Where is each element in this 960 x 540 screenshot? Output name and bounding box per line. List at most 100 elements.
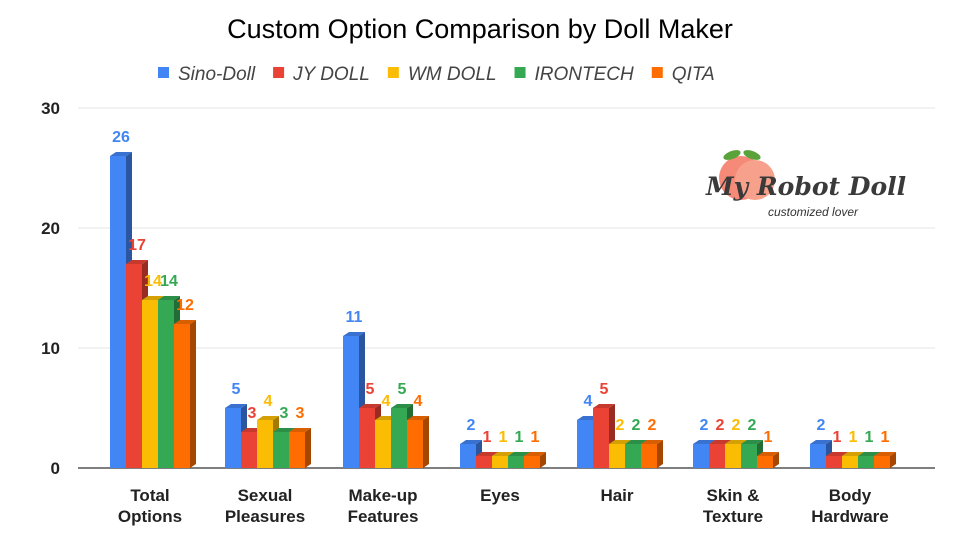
bar-sino-doll: [225, 408, 241, 468]
bar-sino-doll: [460, 444, 476, 468]
data-label: 1: [499, 429, 508, 446]
data-label: 2: [716, 417, 725, 434]
bar-qita: [289, 432, 305, 468]
legend-swatch-0: [158, 67, 169, 78]
data-label: 4: [414, 393, 423, 410]
data-label: 1: [833, 429, 842, 446]
bar-top: [407, 416, 429, 420]
legend-swatch-3: [514, 67, 526, 78]
x-tick-label: Options: [118, 507, 182, 526]
bar-top: [492, 452, 514, 456]
bar-wm-doll: [609, 444, 625, 468]
bar-irontech: [273, 432, 289, 468]
data-label: 3: [280, 405, 289, 422]
bar-qita: [874, 456, 890, 468]
bar-top: [641, 440, 663, 444]
y-tick-label: 0: [51, 459, 60, 478]
data-label: 5: [600, 381, 609, 398]
data-label: 12: [176, 297, 194, 314]
bar-side: [305, 428, 311, 468]
bar-side: [423, 416, 429, 468]
legend-swatch-2: [387, 67, 399, 78]
bar-side: [773, 452, 779, 468]
data-label: 2: [632, 417, 641, 434]
y-tick-label: 30: [41, 99, 60, 118]
bar-jy-doll: [359, 408, 375, 468]
data-label: 2: [616, 417, 625, 434]
data-label: 3: [296, 405, 305, 422]
leaf-icon: [723, 150, 741, 160]
x-tick-label: Total: [130, 486, 169, 505]
bar-side: [890, 452, 896, 468]
legend-label-0: Sino-Doll: [178, 64, 256, 85]
bar-jy-doll: [126, 264, 142, 468]
bar-qita: [524, 456, 540, 468]
x-tick-label: Eyes: [480, 486, 520, 505]
data-label: 4: [382, 393, 391, 410]
y-tick-label: 10: [41, 339, 60, 358]
data-label: 5: [232, 381, 241, 398]
data-label: 5: [366, 381, 375, 398]
bar-qita: [407, 420, 423, 468]
bar-top: [709, 440, 731, 444]
data-label: 2: [748, 417, 757, 434]
data-label: 4: [264, 393, 273, 410]
x-tick-label: Hair: [600, 486, 633, 505]
bar-jy-doll: [709, 444, 725, 468]
x-tick-label: Sexual: [238, 486, 293, 505]
bar-qita: [641, 444, 657, 468]
data-label: 2: [700, 417, 709, 434]
bar-top: [476, 452, 498, 456]
leaf-icon: [743, 150, 761, 160]
bar-side: [190, 320, 196, 468]
bar-top: [289, 428, 311, 432]
bar-top: [858, 452, 880, 456]
bar-top: [524, 452, 546, 456]
legend-label-4: QITA: [672, 64, 715, 85]
chart-title: Custom Option Comparison by Doll Maker: [227, 14, 733, 44]
bar-wm-doll: [842, 456, 858, 468]
x-tick-label: Features: [348, 507, 419, 526]
bar-top: [842, 452, 864, 456]
data-label: 1: [483, 429, 492, 446]
data-label: 1: [881, 429, 890, 446]
legend-label-1: JY DOLL: [292, 64, 370, 85]
bar-top: [508, 452, 530, 456]
bar-top: [741, 440, 763, 444]
bar-top: [693, 440, 715, 444]
data-label: 4: [584, 393, 593, 410]
y-tick-label: 20: [41, 219, 60, 238]
bar-irontech: [741, 444, 757, 468]
legend-swatch-1: [273, 67, 285, 78]
data-label: 5: [398, 381, 407, 398]
bar-top: [609, 440, 631, 444]
bar-top: [826, 452, 848, 456]
data-label: 1: [531, 429, 540, 446]
bar-jy-doll: [826, 456, 842, 468]
bar-jy-doll: [241, 432, 257, 468]
bar-irontech: [391, 408, 407, 468]
logo-tagline: customized lover: [768, 205, 859, 219]
legend-label-2: WM DOLL: [408, 64, 497, 85]
logo-name: My Robot Doll: [705, 172, 906, 201]
bar-wm-doll: [492, 456, 508, 468]
bar-wm-doll: [725, 444, 741, 468]
bar-sino-doll: [693, 444, 709, 468]
x-tick-label: Skin &: [707, 486, 760, 505]
bar-top: [343, 332, 365, 336]
bar-top: [593, 404, 615, 408]
legend-swatch-4: [651, 67, 663, 78]
bar-jy-doll: [593, 408, 609, 468]
bar-top: [810, 440, 832, 444]
data-label: 26: [112, 129, 130, 146]
peach-icon-half: [735, 160, 775, 200]
data-label: 2: [817, 417, 826, 434]
bar-sino-doll: [577, 420, 593, 468]
x-tick-label: Make-up: [349, 486, 418, 505]
bar-top: [142, 296, 164, 300]
bar-qita: [757, 456, 773, 468]
bar-sino-doll: [810, 444, 826, 468]
bar-top: [874, 452, 896, 456]
